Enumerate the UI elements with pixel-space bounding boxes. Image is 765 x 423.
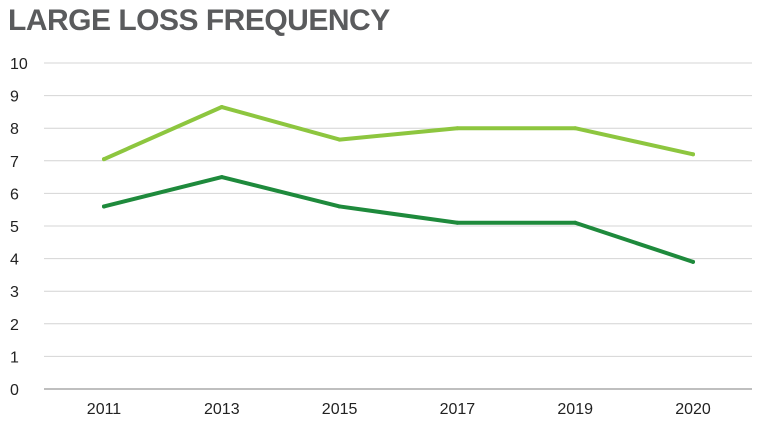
data-point-s0-1: [219, 105, 224, 110]
series-line-0: [102, 105, 695, 162]
y-tick-label: 9: [10, 89, 19, 106]
x-tick-label: 2011: [87, 401, 122, 418]
data-point-s1-5: [691, 259, 695, 264]
series-lines: [102, 105, 695, 264]
y-tick-label: 5: [10, 219, 19, 236]
x-tick-label: 2019: [557, 401, 593, 418]
y-tick-label: 1: [10, 349, 19, 366]
series-line-1: [102, 175, 695, 264]
y-tick-label: 0: [10, 382, 19, 399]
y-tick-label: 10: [10, 56, 28, 73]
data-point-s1-1: [219, 175, 224, 180]
data-point-s1-4: [573, 220, 578, 225]
data-point-s0-3: [455, 126, 460, 131]
data-point-s0-0: [102, 157, 106, 162]
data-point-s0-5: [691, 152, 695, 157]
y-tick-label: 3: [10, 284, 19, 301]
x-tick-label: 2013: [204, 401, 240, 418]
x-tick-label: 2020: [675, 401, 711, 418]
y-tick-label: 2: [10, 317, 19, 334]
x-axis-tick-labels: 2011 2013 2015 2017 2019 2020: [87, 401, 711, 418]
data-point-s0-2: [337, 137, 342, 142]
x-tick-label: 2017: [440, 401, 476, 418]
y-tick-label: 7: [10, 154, 19, 171]
x-tick-label: 2015: [322, 401, 358, 418]
y-tick-label: 8: [10, 121, 19, 138]
data-point-s1-3: [455, 220, 460, 225]
data-point-s0-4: [573, 126, 578, 131]
y-tick-label: 4: [10, 252, 19, 269]
y-tick-label: 6: [10, 186, 19, 203]
chart-title: LARGE LOSS FREQUENCY: [8, 4, 390, 37]
gridlines: [44, 62, 752, 390]
y-axis-tick-labels: 0 1 2 3 4 5 6 7 8 9 10: [10, 56, 28, 399]
data-point-s1-0: [102, 204, 106, 209]
data-point-s1-2: [337, 204, 342, 209]
